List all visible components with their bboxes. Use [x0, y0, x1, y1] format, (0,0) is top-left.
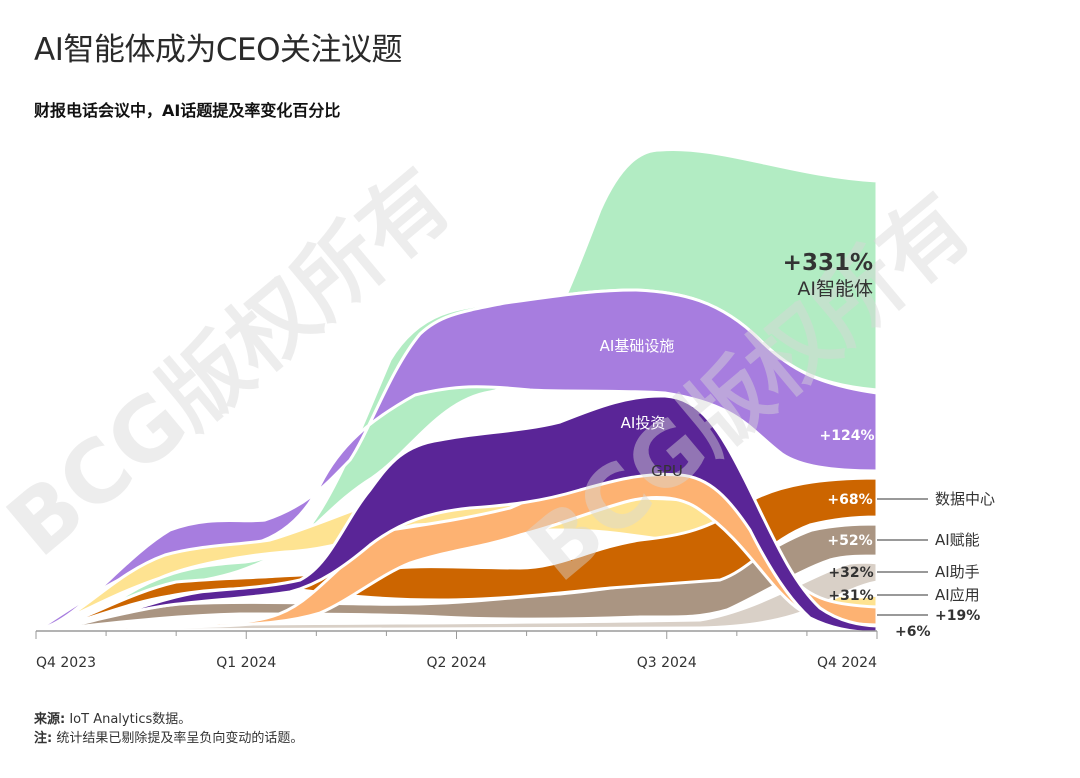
- series-ai-investment: [34, 394, 879, 635]
- x-tick-label: Q3 2024: [637, 655, 697, 671]
- page-title: AI智能体成为CEO关注议题: [34, 32, 402, 68]
- legend-ai-application: AI应用: [935, 586, 980, 604]
- series-ai-assistant: [34, 560, 879, 633]
- label-ai-infrastructure: AI基础设施: [600, 337, 675, 355]
- series-ai-infrastructure: [34, 288, 879, 633]
- x-axis-labels: Q4 2023 Q1 2024 Q2 2024 Q3 2024 Q4 2024: [36, 655, 877, 671]
- series-ai-application: [34, 485, 879, 633]
- x-tick-label: Q2 2024: [426, 655, 486, 671]
- x-axis-ticks: [35, 631, 878, 639]
- label-ai-assistant-value: +32%: [828, 565, 873, 581]
- label-data-center-value: +68%: [827, 492, 872, 508]
- legend-data-center: 数据中心: [935, 490, 995, 508]
- label-ai-investment: AI投资: [621, 414, 666, 432]
- label-gpu-value: +19%: [935, 608, 980, 624]
- note-line: 注: 统计结果已剔除提及率呈负向变动的话题。: [34, 729, 303, 748]
- note-label: 注:: [34, 731, 53, 746]
- source-line: 来源: IoT Analytics数据。: [34, 710, 303, 729]
- label-ai-infrastructure-value: +124%: [820, 428, 875, 444]
- legend-ai-empowerment: AI赋能: [935, 531, 980, 549]
- x-tick-label: Q4 2023: [36, 655, 96, 671]
- label-ai-application-value: +31%: [828, 588, 873, 604]
- label-ai-agent-name: AI智能体: [797, 278, 873, 300]
- note-text: 统计结果已剔除提及率呈负向变动的话题。: [56, 731, 304, 746]
- source-text: IoT Analytics数据。: [69, 712, 192, 727]
- label-ai-agent-value: +331%: [783, 250, 873, 276]
- legend-ai-assistant: AI助手: [935, 563, 980, 581]
- label-ai-empowerment-value: +52%: [827, 533, 872, 549]
- label-ai-investment-value: +6%: [895, 624, 931, 640]
- chart-area: BCG版权所有 BCG版权所有 Q4 2023 Q1 2024 Q2 2024 Q3 2…: [0, 147, 995, 671]
- series-ai-agent: [34, 147, 879, 633]
- label-gpu: GPU: [651, 462, 683, 480]
- x-tick-label: Q1 2024: [216, 655, 276, 671]
- chart-subtitle: 财报电话会议中，AI话题提及率变化百分比: [34, 101, 341, 120]
- chart-footer: 来源: IoT Analytics数据。 注: 统计结果已剔除提及率呈负向变动的…: [34, 710, 303, 748]
- source-label: 来源:: [34, 712, 66, 727]
- x-tick-label: Q4 2024: [817, 655, 877, 671]
